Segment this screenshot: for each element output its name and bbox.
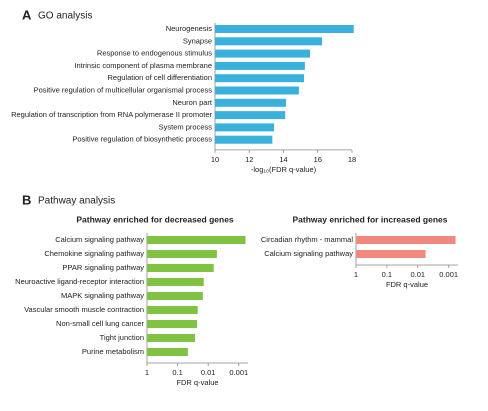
x-tick-label: 10 bbox=[211, 155, 219, 164]
category-label: System process bbox=[159, 122, 213, 131]
category-label: Positive regulation of multicellular org… bbox=[34, 85, 213, 94]
bar bbox=[356, 250, 426, 258]
category-label: Positive regulation of biosynthetic proc… bbox=[72, 135, 212, 144]
category-label: Chemokine signaling pathway bbox=[44, 249, 144, 258]
category-label: Neuron part bbox=[172, 98, 213, 107]
panel-label: B bbox=[22, 192, 31, 207]
category-label: Calcium signaling pathway bbox=[55, 235, 144, 244]
x-tick-label: 16 bbox=[314, 155, 322, 164]
bar bbox=[356, 236, 456, 244]
x-tick-label: 0.001 bbox=[229, 368, 248, 377]
x-tick-label: 14 bbox=[279, 155, 287, 164]
bar bbox=[215, 49, 311, 58]
x-tick-label: 12 bbox=[245, 155, 253, 164]
x-tick-label: 1 bbox=[145, 368, 149, 377]
panel-title: Pathway analysis bbox=[38, 196, 115, 207]
chart-title: Pathway enriched for increased genes bbox=[293, 214, 448, 224]
x-axis-label: FDR q-value bbox=[386, 280, 428, 289]
bar bbox=[147, 250, 217, 258]
x-tick-label: 1 bbox=[354, 270, 358, 279]
category-label: Non-small cell lung cancer bbox=[56, 319, 144, 328]
bar bbox=[147, 348, 188, 356]
category-label: Tight junction bbox=[100, 333, 144, 342]
bar bbox=[215, 61, 305, 70]
x-tick-label: 0.01 bbox=[201, 368, 216, 377]
category-label: Regulation of transcription from RNA pol… bbox=[11, 110, 212, 119]
category-label: Vascular smooth muscle contraction bbox=[24, 305, 144, 314]
bar bbox=[215, 135, 273, 144]
bar bbox=[147, 320, 198, 328]
bar bbox=[147, 236, 246, 244]
x-tick-label: 0.1 bbox=[172, 368, 182, 377]
category-label: Neuroactive ligand-receptor interaction bbox=[15, 277, 144, 286]
bar bbox=[147, 334, 195, 342]
bar bbox=[215, 25, 354, 33]
category-label: Purine metabolism bbox=[82, 347, 144, 356]
category-label: Response to endogenous stimulus bbox=[97, 49, 212, 58]
x-tick-label: 18 bbox=[348, 155, 356, 164]
bar bbox=[215, 74, 305, 83]
category-label: Calcium signaling pathway bbox=[264, 249, 353, 258]
bar bbox=[147, 292, 203, 300]
bar bbox=[215, 98, 287, 107]
bar bbox=[147, 306, 198, 314]
category-label: Neurogenesis bbox=[166, 24, 213, 33]
bar bbox=[215, 123, 275, 132]
x-axis-label: -log₁₀(FDR q-value) bbox=[251, 165, 317, 174]
chart-title: Pathway enriched for decreased genes bbox=[76, 214, 234, 224]
bar bbox=[215, 86, 299, 95]
category-label: Synapse bbox=[183, 36, 212, 45]
x-tick-label: 0.001 bbox=[439, 270, 458, 279]
bar bbox=[147, 264, 214, 272]
bar bbox=[215, 37, 323, 46]
category-label: PPAR signaling pathway bbox=[62, 263, 144, 272]
x-axis-label: FDR q-value bbox=[176, 378, 218, 387]
bar bbox=[215, 111, 286, 120]
category-label: MAPK signaling pathway bbox=[61, 291, 144, 300]
x-tick-label: 0.1 bbox=[382, 270, 392, 279]
panel-label: A bbox=[22, 7, 32, 22]
category-label: Intrinsic component of plasma membrane bbox=[74, 61, 212, 70]
x-tick-label: 0.01 bbox=[410, 270, 425, 279]
category-label: Circadian rhythm - mammal bbox=[261, 235, 353, 244]
category-label: Regulation of cell differentiation bbox=[107, 73, 212, 82]
bar bbox=[147, 278, 204, 286]
panel-title: GO analysis bbox=[38, 11, 92, 22]
